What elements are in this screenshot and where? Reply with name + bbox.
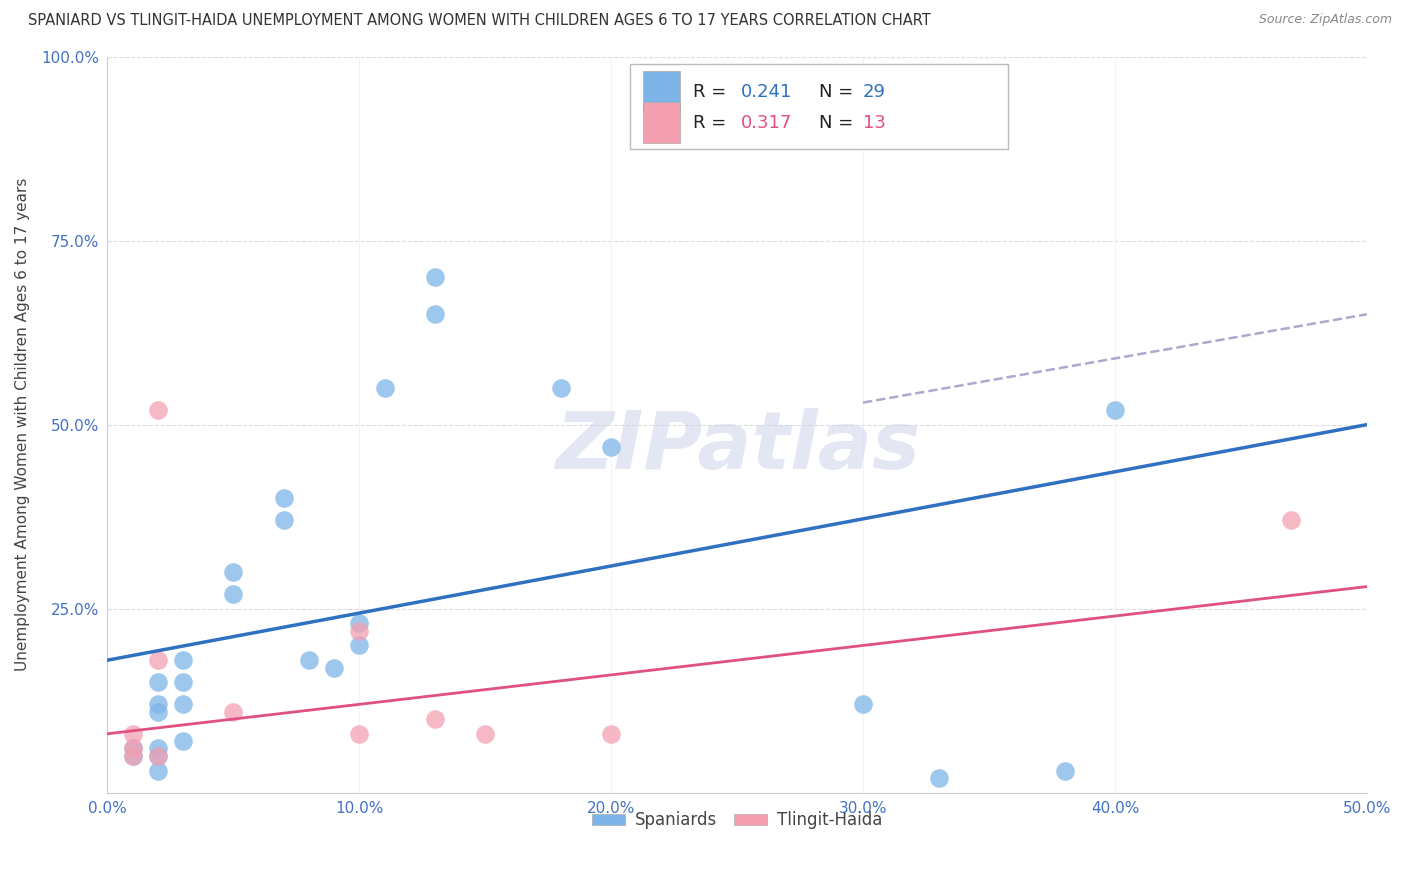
Legend: Spaniards, Tlingit-Haida: Spaniards, Tlingit-Haida — [585, 805, 889, 836]
FancyBboxPatch shape — [643, 71, 681, 112]
Point — [121, 748, 143, 763]
Point — [146, 698, 169, 712]
Point — [172, 734, 194, 748]
Text: R =: R = — [693, 83, 733, 101]
Point — [298, 653, 321, 667]
Point — [146, 403, 169, 417]
Point — [349, 624, 371, 638]
Text: 0.241: 0.241 — [741, 83, 793, 101]
Point — [121, 748, 143, 763]
Point — [928, 771, 950, 785]
Point — [600, 727, 623, 741]
Y-axis label: Unemployment Among Women with Children Ages 6 to 17 years: Unemployment Among Women with Children A… — [15, 178, 30, 672]
Text: 0.317: 0.317 — [741, 113, 793, 131]
Point — [852, 698, 875, 712]
Point — [121, 741, 143, 756]
Point — [349, 616, 371, 631]
Point — [423, 307, 446, 321]
Point — [423, 270, 446, 285]
Point — [349, 639, 371, 653]
Point — [222, 587, 245, 601]
Point — [146, 675, 169, 690]
Text: 29: 29 — [863, 83, 886, 101]
Text: N =: N = — [818, 113, 859, 131]
Point — [474, 727, 496, 741]
Point — [423, 712, 446, 726]
Point — [273, 491, 295, 506]
FancyBboxPatch shape — [643, 103, 681, 143]
Text: 13: 13 — [863, 113, 886, 131]
Point — [146, 748, 169, 763]
Point — [121, 741, 143, 756]
Point — [146, 764, 169, 778]
Point — [222, 565, 245, 579]
Point — [600, 440, 623, 454]
FancyBboxPatch shape — [630, 64, 1008, 149]
Point — [172, 675, 194, 690]
Point — [172, 698, 194, 712]
Point — [146, 741, 169, 756]
Text: SPANIARD VS TLINGIT-HAIDA UNEMPLOYMENT AMONG WOMEN WITH CHILDREN AGES 6 TO 17 YE: SPANIARD VS TLINGIT-HAIDA UNEMPLOYMENT A… — [28, 13, 931, 29]
Point — [146, 705, 169, 719]
Point — [146, 748, 169, 763]
Point — [146, 653, 169, 667]
Text: Source: ZipAtlas.com: Source: ZipAtlas.com — [1258, 13, 1392, 27]
Text: N =: N = — [818, 83, 859, 101]
Point — [273, 513, 295, 527]
Point — [1279, 513, 1302, 527]
Point — [373, 381, 395, 395]
Point — [1053, 764, 1076, 778]
Text: R =: R = — [693, 113, 733, 131]
Point — [222, 705, 245, 719]
Text: ZIPatlas: ZIPatlas — [554, 408, 920, 486]
Point — [550, 381, 572, 395]
Point — [121, 727, 143, 741]
Point — [323, 660, 346, 674]
Point — [172, 653, 194, 667]
Point — [349, 727, 371, 741]
Point — [1104, 403, 1126, 417]
